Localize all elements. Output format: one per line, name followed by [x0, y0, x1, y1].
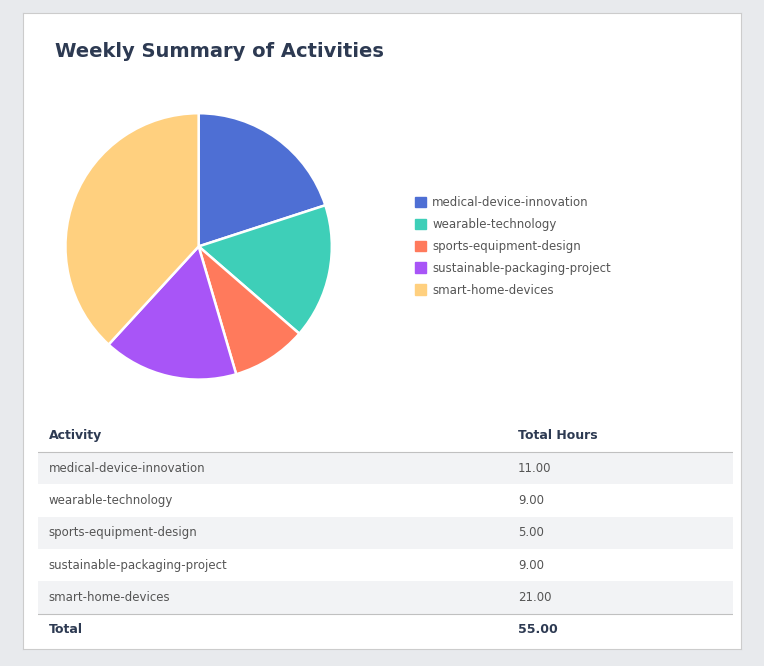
Legend: medical-device-innovation, wearable-technology, sports-equipment-design, sustain: medical-device-innovation, wearable-tech…: [411, 192, 614, 300]
Bar: [38, 517, 733, 549]
Text: Weekly Summary of Activities: Weekly Summary of Activities: [55, 42, 384, 61]
Wedge shape: [108, 246, 236, 380]
Text: sports-equipment-design: sports-equipment-design: [49, 526, 197, 539]
Text: smart-home-devices: smart-home-devices: [49, 591, 170, 604]
Bar: [38, 452, 733, 484]
Text: 11.00: 11.00: [518, 462, 552, 475]
Text: Activity: Activity: [49, 430, 102, 442]
Text: 9.00: 9.00: [518, 494, 544, 507]
Text: medical-device-innovation: medical-device-innovation: [49, 462, 206, 475]
Text: 9.00: 9.00: [518, 559, 544, 571]
Text: 55.00: 55.00: [518, 623, 558, 636]
Text: 21.00: 21.00: [518, 591, 552, 604]
Wedge shape: [66, 113, 199, 344]
Text: Total Hours: Total Hours: [518, 430, 597, 442]
Wedge shape: [199, 205, 332, 334]
Text: Total: Total: [49, 623, 83, 636]
Wedge shape: [199, 246, 299, 374]
Text: sustainable-packaging-project: sustainable-packaging-project: [49, 559, 228, 571]
Bar: [38, 581, 733, 613]
Text: 5.00: 5.00: [518, 526, 544, 539]
Wedge shape: [199, 113, 325, 246]
Text: wearable-technology: wearable-technology: [49, 494, 173, 507]
